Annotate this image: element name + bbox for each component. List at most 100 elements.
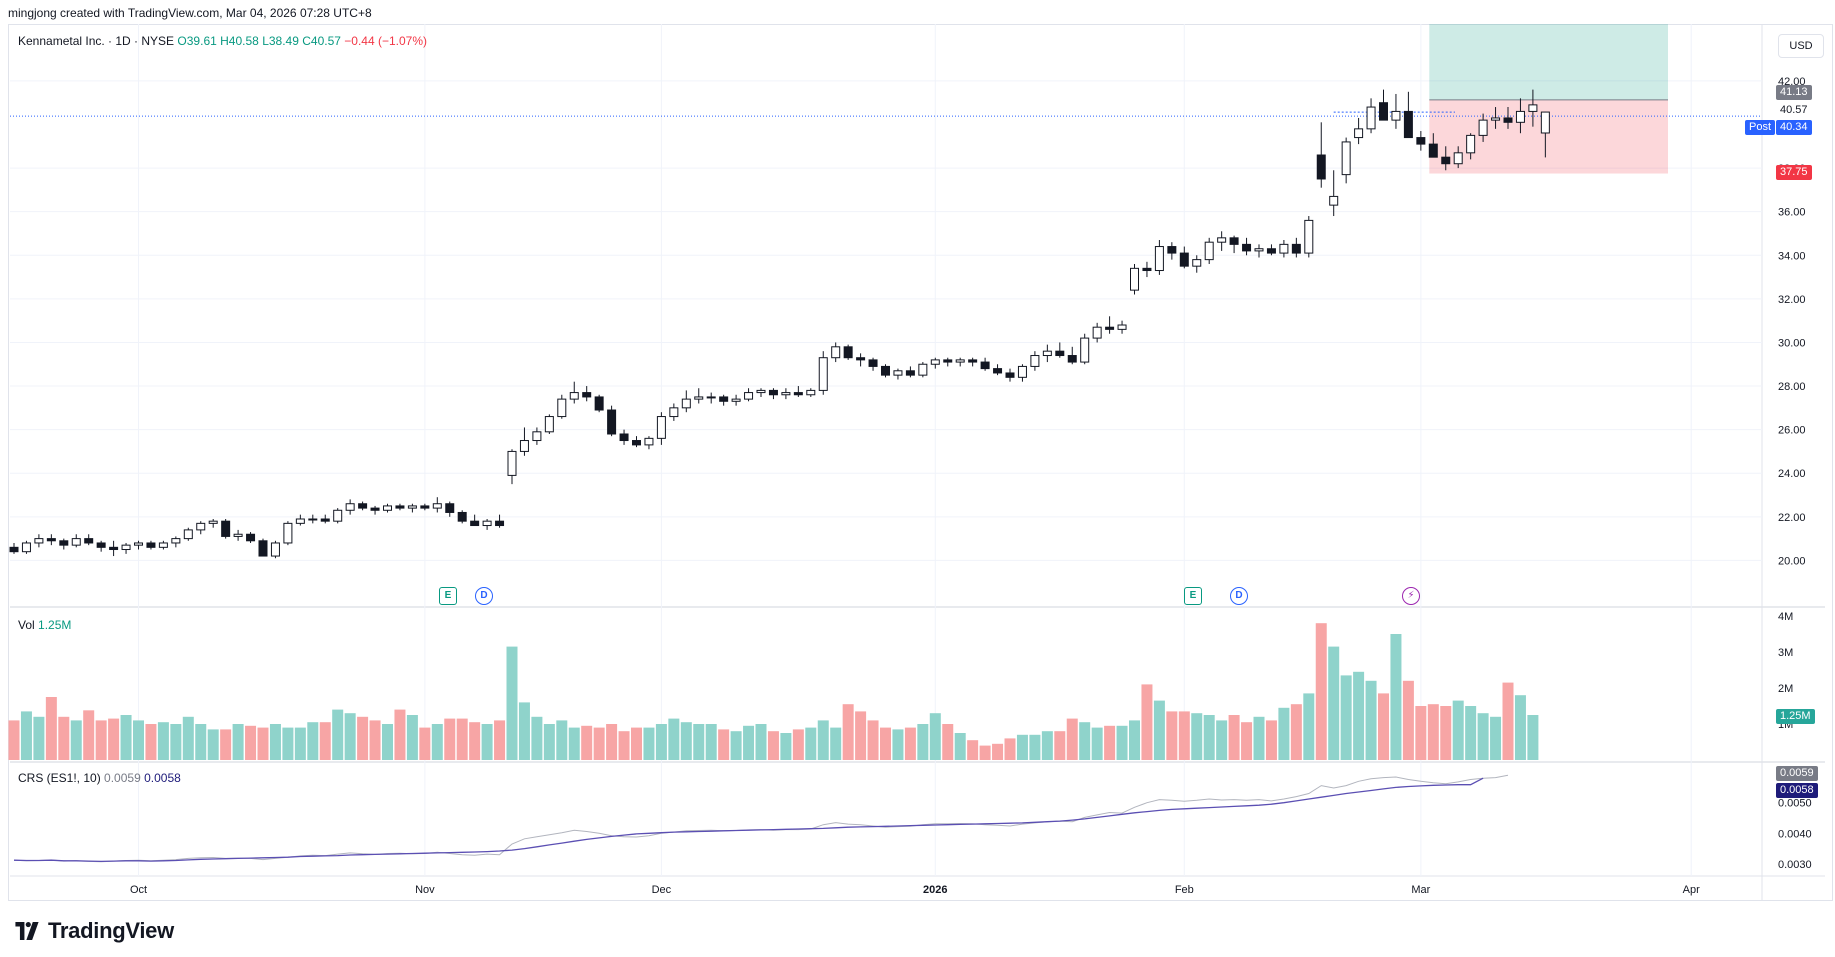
time-tick-label: Apr <box>1683 884 1700 896</box>
volume-bar <box>755 724 767 760</box>
volume-bar <box>1278 707 1290 760</box>
volume-bar <box>543 724 555 760</box>
crs-reference-line <box>13 774 1509 863</box>
crs-tick-label: 0.0050 <box>1778 798 1812 810</box>
volume-bar <box>294 727 306 760</box>
volume-label: Vol <box>18 618 35 632</box>
earnings-marker-feb[interactable]: E <box>1184 587 1202 605</box>
volume-bar <box>705 724 717 760</box>
volume-bar <box>332 709 344 760</box>
candle-body <box>1217 237 1227 243</box>
time-tick-label: Mar <box>1411 884 1430 896</box>
ohlc-change: −0.44 (−1.07%) <box>344 34 428 48</box>
volume-bar <box>257 727 269 760</box>
candle-body <box>1017 365 1027 378</box>
candle-body <box>283 522 293 544</box>
lightning-event-icon[interactable]: ⚡ <box>1402 587 1420 605</box>
position-tool[interactable] <box>10 24 1762 174</box>
candle-body <box>158 542 168 548</box>
volume-bar <box>730 731 742 760</box>
volume-bar <box>1016 734 1028 760</box>
candle-body <box>1055 350 1065 357</box>
volume-bar <box>718 729 730 760</box>
candle-body <box>1341 141 1351 176</box>
candle-body <box>1491 117 1501 121</box>
candle-body <box>146 542 156 548</box>
candle-body <box>744 392 754 400</box>
candle-body <box>519 440 529 452</box>
ohlc-close: C40.57 <box>302 34 341 48</box>
candle-body <box>1540 111 1550 134</box>
currency-button[interactable]: USD <box>1778 34 1824 58</box>
candle-body <box>831 346 841 359</box>
volume-bar <box>805 727 817 760</box>
volume-bar <box>892 729 904 760</box>
candle-body <box>1154 246 1164 272</box>
crs-main-line <box>13 777 1484 863</box>
volume-bar <box>1228 715 1240 760</box>
candle-body <box>1067 355 1077 363</box>
candle-body <box>233 533 243 537</box>
volume-bar <box>1116 725 1128 760</box>
candle-body <box>196 522 206 531</box>
volume-bar <box>419 727 431 760</box>
candle-body <box>1416 137 1426 145</box>
volume-bar <box>1054 731 1066 760</box>
volume-bar <box>494 720 506 760</box>
price-tick-label: 24.00 <box>1778 468 1806 480</box>
candle-body <box>582 392 592 398</box>
volume-bar <box>33 716 45 760</box>
volume-bar <box>867 720 879 760</box>
volume-bar <box>269 724 281 760</box>
tradingview-brand[interactable]: TradingView <box>12 918 174 944</box>
candle-body <box>1254 248 1264 252</box>
volume-bar <box>680 722 692 760</box>
candle-body <box>793 392 803 396</box>
profit-zone <box>1429 24 1668 100</box>
candle-body <box>1428 143 1438 158</box>
candle-body <box>1528 104 1538 112</box>
volume-bar <box>693 724 705 760</box>
candle-body <box>71 538 81 546</box>
volume-bar <box>45 697 57 760</box>
candle-body <box>993 368 1003 374</box>
volume-bar <box>1502 682 1514 760</box>
earnings-marker[interactable]: E <box>439 587 457 605</box>
candle-body <box>1478 119 1488 136</box>
candle-body <box>46 538 56 542</box>
volume-bar <box>1477 713 1489 760</box>
candle-body <box>1117 324 1127 330</box>
volume-bar <box>1328 646 1340 760</box>
volume-legend: Vol 1.25M <box>18 618 71 632</box>
dividend-marker-feb[interactable]: D <box>1230 587 1248 605</box>
candle-body <box>345 503 355 511</box>
volume-bar <box>207 729 219 760</box>
candle-body <box>781 392 791 396</box>
post-price-tag: 40.34 <box>1776 120 1812 135</box>
volume-bar <box>1104 725 1116 760</box>
volume-bar <box>606 724 618 760</box>
volume-bar <box>145 724 157 760</box>
volume-bar <box>830 727 842 760</box>
volume-bar <box>456 718 468 760</box>
crs-legend: CRS (ES1!, 10) 0.0059 0.0058 <box>18 771 181 785</box>
volume-bar <box>531 716 543 760</box>
candle-body <box>482 520 492 527</box>
volume-bar <box>344 713 356 760</box>
volume-bar <box>20 711 32 760</box>
candle-body <box>656 416 666 439</box>
candle-body <box>868 359 878 367</box>
dividend-marker[interactable]: D <box>475 587 493 605</box>
volume-bar <box>1241 722 1253 760</box>
candle-body <box>109 546 119 551</box>
candle-body <box>1279 243 1289 254</box>
candle-body <box>1403 110 1413 139</box>
post-label: Post <box>1745 120 1776 135</box>
volume-bar <box>618 731 630 760</box>
candle-body <box>943 359 953 363</box>
target-price-tag: 41.13 <box>1776 85 1812 100</box>
volume-bar <box>469 722 481 760</box>
volume-bar <box>1303 693 1315 760</box>
candle-body <box>134 542 143 546</box>
